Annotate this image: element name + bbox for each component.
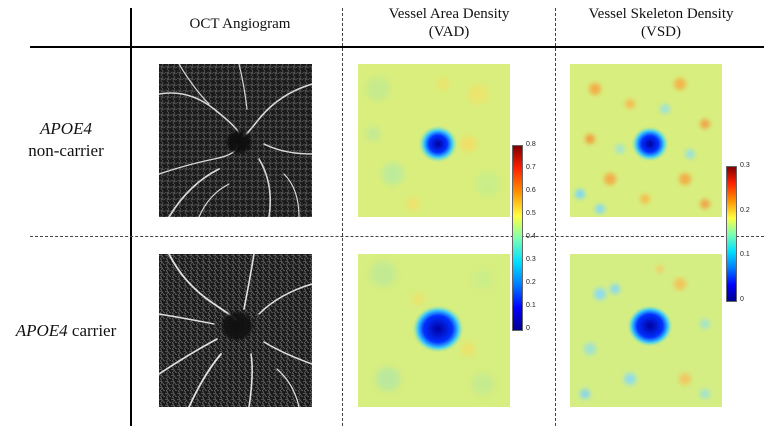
row2-label-status: carrier bbox=[67, 321, 117, 340]
column-header-vad: Vessel Area Density (VAD) bbox=[345, 5, 553, 41]
oct-angiogram-non-carrier bbox=[159, 64, 312, 217]
colorbar-tick-label: 0.1 bbox=[740, 251, 750, 259]
colorbar-tick-label: 0.6 bbox=[526, 187, 536, 194]
vad-heatmap-non-carrier bbox=[358, 64, 510, 217]
header-vad-line1: Vessel Area Density bbox=[388, 6, 510, 22]
colorbar-tick-label: 0.5 bbox=[526, 210, 536, 217]
oct-angiogram-carrier bbox=[159, 254, 312, 407]
colorbar-tick-label: 0.1 bbox=[526, 302, 536, 309]
vsd-colorbar bbox=[726, 166, 737, 302]
vertical-divider-col2 bbox=[342, 8, 343, 426]
colorbar-tick-label: 0.2 bbox=[526, 279, 536, 286]
colorbar-tick-label: 0.4 bbox=[526, 233, 536, 240]
colorbar-tick-label: 0.2 bbox=[740, 206, 750, 214]
vsd-heatmap-non-carrier bbox=[570, 64, 722, 217]
colorbar-tick-label: 0.7 bbox=[526, 164, 536, 171]
row-divider bbox=[30, 236, 764, 237]
header-vsd-line2: (VSD) bbox=[641, 24, 681, 40]
vad-heatmap-carrier bbox=[358, 254, 510, 407]
vertical-divider-col3 bbox=[555, 8, 556, 426]
row-label-carrier: APOE4 carrier bbox=[4, 320, 128, 342]
vad-colorbar-ticks: 0.8 0.7 0.6 0.5 0.4 0.3 0.2 0.1 0 bbox=[526, 140, 546, 334]
row1-label-status: non-carrier bbox=[28, 141, 104, 160]
row1-label-gene: APOE4 bbox=[40, 119, 92, 138]
header-vad-line2: (VAD) bbox=[428, 24, 470, 40]
vsd-colorbar-ticks: 0.3 0.2 0.1 0 bbox=[740, 161, 760, 305]
colorbar-tick-label: 0 bbox=[526, 325, 530, 332]
header-oct-text: OCT Angiogram bbox=[189, 16, 291, 32]
header-divider bbox=[30, 46, 764, 48]
colorbar-tick-label: 0.8 bbox=[526, 141, 536, 148]
vertical-divider-main bbox=[130, 8, 132, 426]
colorbar-tick-label: 0.3 bbox=[526, 256, 536, 263]
colorbar-tick-label: 0.3 bbox=[740, 162, 750, 169]
row-label-non-carrier: APOE4 non-carrier bbox=[4, 118, 128, 162]
header-vsd-line1: Vessel Skeleton Density bbox=[588, 6, 734, 22]
vsd-heatmap-carrier bbox=[570, 254, 722, 407]
column-header-oct: OCT Angiogram bbox=[140, 15, 340, 33]
column-header-vsd: Vessel Skeleton Density (VSD) bbox=[558, 5, 764, 41]
row2-label-gene: APOE4 bbox=[15, 321, 68, 340]
vad-colorbar bbox=[512, 145, 523, 331]
colorbar-tick-label: 0 bbox=[740, 296, 744, 303]
